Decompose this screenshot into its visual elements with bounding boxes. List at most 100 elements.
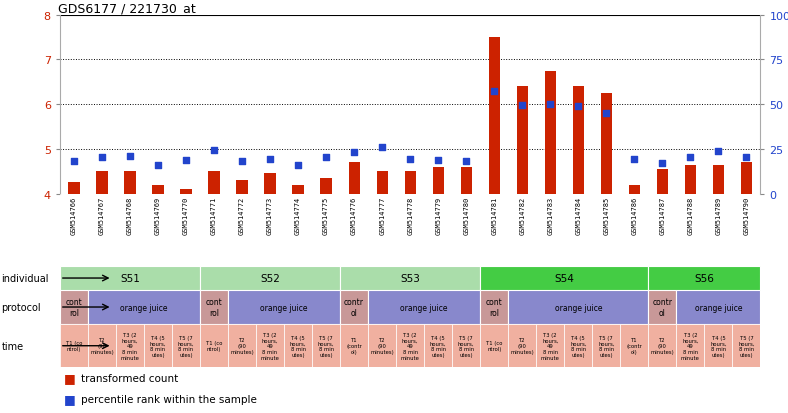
Bar bbox=[517, 87, 528, 194]
Text: ■: ■ bbox=[64, 371, 80, 385]
Bar bbox=[321, 178, 332, 194]
Point bbox=[460, 159, 473, 165]
Point bbox=[712, 148, 725, 155]
Point bbox=[488, 88, 500, 95]
Bar bbox=[368, 290, 480, 324]
Bar bbox=[180, 190, 191, 194]
Point bbox=[432, 157, 444, 164]
Text: GSM514773: GSM514773 bbox=[267, 196, 273, 235]
Text: GSM514782: GSM514782 bbox=[519, 196, 526, 235]
Text: T4 (5
hours,
8 min
utes): T4 (5 hours, 8 min utes) bbox=[570, 335, 586, 357]
Text: T5 (7
hours,
8 min
utes): T5 (7 hours, 8 min utes) bbox=[598, 335, 615, 357]
Text: percentile rank within the sample: percentile rank within the sample bbox=[81, 394, 257, 404]
Point bbox=[264, 157, 277, 163]
Bar bbox=[236, 181, 247, 194]
Text: T4 (5
hours,
8 min
utes): T4 (5 hours, 8 min utes) bbox=[430, 335, 447, 357]
Text: T1
(contr
ol): T1 (contr ol) bbox=[626, 337, 642, 354]
Bar bbox=[125, 172, 136, 194]
Text: orange juice: orange juice bbox=[260, 303, 308, 312]
Text: S52: S52 bbox=[260, 273, 280, 283]
Text: GSM514778: GSM514778 bbox=[407, 196, 413, 235]
Bar bbox=[489, 38, 500, 194]
Point bbox=[348, 150, 360, 156]
Text: GSM514781: GSM514781 bbox=[491, 196, 497, 235]
Point bbox=[208, 147, 221, 154]
Bar bbox=[396, 324, 424, 368]
Point bbox=[572, 104, 585, 110]
Text: GSM514777: GSM514777 bbox=[379, 196, 385, 235]
Text: contr
ol: contr ol bbox=[344, 298, 364, 317]
Bar bbox=[649, 324, 676, 368]
Bar bbox=[96, 172, 107, 194]
Bar bbox=[340, 290, 368, 324]
Bar bbox=[116, 324, 144, 368]
Bar bbox=[256, 324, 284, 368]
Bar bbox=[649, 266, 760, 290]
Bar bbox=[741, 163, 752, 194]
Bar bbox=[292, 185, 303, 194]
Text: GSM514790: GSM514790 bbox=[743, 196, 749, 235]
Text: contr
ol: contr ol bbox=[652, 298, 672, 317]
Point bbox=[292, 162, 304, 169]
Text: T2
(90
minutes): T2 (90 minutes) bbox=[90, 337, 113, 354]
Point bbox=[124, 154, 136, 160]
Text: S56: S56 bbox=[694, 273, 714, 283]
Text: GSM514768: GSM514768 bbox=[127, 196, 133, 235]
Text: T5 (7
hours,
8 min
utes): T5 (7 hours, 8 min utes) bbox=[458, 335, 474, 357]
Bar bbox=[573, 87, 584, 194]
Text: GSM514775: GSM514775 bbox=[323, 196, 329, 235]
Text: GSM514774: GSM514774 bbox=[295, 196, 301, 235]
Text: S51: S51 bbox=[120, 273, 140, 283]
Bar bbox=[433, 167, 444, 194]
Text: T2
(90
minutes): T2 (90 minutes) bbox=[370, 337, 394, 354]
Point bbox=[68, 159, 80, 165]
Bar bbox=[200, 266, 340, 290]
Bar bbox=[537, 324, 564, 368]
Point bbox=[516, 102, 529, 109]
Bar bbox=[228, 290, 340, 324]
Text: orange juice: orange juice bbox=[400, 303, 448, 312]
Text: GSM514770: GSM514770 bbox=[183, 196, 189, 235]
Bar bbox=[88, 324, 116, 368]
Text: GSM514783: GSM514783 bbox=[547, 196, 553, 235]
Bar bbox=[461, 167, 472, 194]
Bar bbox=[424, 324, 452, 368]
Bar bbox=[508, 290, 649, 324]
Point bbox=[684, 154, 697, 161]
Bar bbox=[732, 324, 760, 368]
Bar bbox=[200, 290, 228, 324]
Bar bbox=[284, 324, 312, 368]
Text: cont
rol: cont rol bbox=[206, 298, 222, 317]
Text: GSM514769: GSM514769 bbox=[155, 196, 161, 235]
Bar bbox=[88, 290, 200, 324]
Text: GSM514787: GSM514787 bbox=[660, 196, 665, 235]
Text: T5 (7
hours,
8 min
utes): T5 (7 hours, 8 min utes) bbox=[738, 335, 755, 357]
Bar bbox=[545, 71, 556, 194]
Text: orange juice: orange juice bbox=[555, 303, 602, 312]
Text: time: time bbox=[2, 341, 24, 351]
Bar bbox=[620, 324, 649, 368]
Point bbox=[740, 154, 753, 161]
Bar bbox=[340, 266, 480, 290]
Text: T4 (5
hours,
8 min
utes): T4 (5 hours, 8 min utes) bbox=[710, 335, 727, 357]
Text: T3 (2
hours,
49
8 min
minute: T3 (2 hours, 49 8 min minute bbox=[541, 332, 559, 360]
Text: T2
(90
minutes): T2 (90 minutes) bbox=[650, 337, 675, 354]
Bar bbox=[656, 170, 668, 194]
Text: GDS6177 / 221730_at: GDS6177 / 221730_at bbox=[58, 2, 196, 14]
Text: T3 (2
hours,
49
8 min
minute: T3 (2 hours, 49 8 min minute bbox=[681, 332, 700, 360]
Text: GSM514779: GSM514779 bbox=[435, 196, 441, 235]
Text: T1 (co
ntrol): T1 (co ntrol) bbox=[486, 340, 503, 351]
Bar bbox=[152, 185, 164, 194]
Bar bbox=[676, 290, 760, 324]
Text: T4 (5
hours,
8 min
utes): T4 (5 hours, 8 min utes) bbox=[290, 335, 307, 357]
Bar bbox=[377, 172, 388, 194]
Point bbox=[656, 161, 669, 167]
Text: GSM514786: GSM514786 bbox=[631, 196, 637, 235]
Point bbox=[403, 157, 416, 163]
Text: T3 (2
hours,
49
8 min
minute: T3 (2 hours, 49 8 min minute bbox=[401, 332, 419, 360]
Text: GSM514776: GSM514776 bbox=[351, 196, 357, 235]
Point bbox=[628, 156, 641, 163]
Text: T3 (2
hours,
49
8 min
minute: T3 (2 hours, 49 8 min minute bbox=[261, 332, 280, 360]
Bar bbox=[713, 165, 724, 194]
Text: T2
(90
minutes): T2 (90 minutes) bbox=[511, 337, 534, 354]
